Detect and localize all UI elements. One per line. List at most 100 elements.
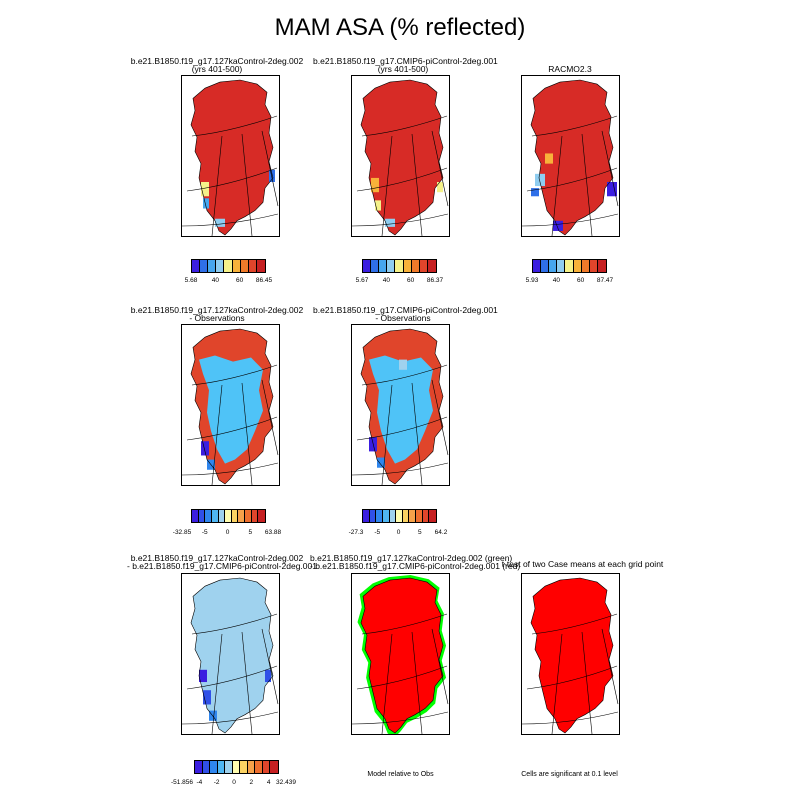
panel-1-title-line2: (yrs 401-500) bbox=[191, 64, 243, 74]
longitude-line bbox=[431, 628, 449, 705]
colorbar-box bbox=[533, 260, 542, 272]
colorbar-box bbox=[389, 510, 397, 522]
colorbar-box bbox=[202, 761, 211, 773]
grid-cell bbox=[437, 182, 443, 193]
colorbar-tick-label: 2 bbox=[249, 779, 254, 786]
colorbar-box bbox=[217, 761, 226, 773]
panel-8-title-line1: t-test of two Case means at each grid po… bbox=[501, 559, 664, 569]
longitude-line bbox=[211, 384, 223, 485]
colorbar-box bbox=[573, 260, 582, 272]
colorbar-box bbox=[422, 510, 430, 522]
latitude-line bbox=[186, 167, 278, 192]
latitude-line bbox=[352, 462, 449, 476]
panel-7-title: b.e21.B1850.f19_g17.127kaControl-2deg.00… bbox=[310, 553, 520, 571]
colorbar-box bbox=[402, 510, 410, 522]
colorbar-tick-label: 64.2 bbox=[434, 529, 448, 536]
colorbar-box bbox=[597, 260, 606, 272]
colorbar-box bbox=[258, 510, 266, 522]
colorbar-box bbox=[248, 260, 257, 272]
colorbar-tick-label: 0 bbox=[232, 779, 236, 786]
longitude-line bbox=[261, 130, 279, 207]
colorbar-tick-label: -27.3 bbox=[348, 529, 364, 536]
colorbar-box bbox=[270, 761, 278, 773]
colorbar-box bbox=[427, 260, 436, 272]
colorbar-tick-label: -4 bbox=[196, 779, 203, 786]
panel-5-title: b.e21.B1850.f19_g17.CMIP6-piControl-2deg… bbox=[313, 306, 498, 323]
colorbar-tick-label: 4 bbox=[266, 779, 271, 786]
colorbar-box bbox=[210, 761, 218, 773]
colorbar-tick-label: 5.68 bbox=[184, 277, 198, 284]
grid-cell bbox=[203, 198, 209, 209]
colorbar-box bbox=[581, 260, 590, 272]
grid-cell bbox=[375, 200, 381, 211]
latitude-line bbox=[186, 416, 278, 441]
grid-cell bbox=[201, 182, 209, 197]
longitude-line bbox=[381, 384, 393, 485]
colorbar-box bbox=[416, 510, 423, 522]
map-plot bbox=[522, 577, 619, 734]
colorbar-tick-label: 5.93 bbox=[525, 277, 539, 284]
colorbar-box bbox=[541, 260, 550, 272]
colorbar-box bbox=[419, 260, 428, 272]
colorbar-box bbox=[376, 510, 383, 522]
colorbar-6 bbox=[194, 760, 279, 774]
panel-4-title-line2: - Observations bbox=[189, 313, 245, 323]
map-plot bbox=[522, 79, 619, 236]
panel-5-map bbox=[351, 324, 450, 486]
longitude-line bbox=[601, 130, 619, 207]
colorbar-tick-label: 86.37 bbox=[426, 277, 444, 284]
colorbar-box bbox=[225, 510, 232, 522]
colorbar-box bbox=[387, 260, 396, 272]
longitude-line bbox=[261, 379, 279, 456]
panel-4-title-line1: b.e21.B1850.f19_g17.127kaControl-2deg.00… bbox=[130, 305, 304, 315]
colorbar-box bbox=[240, 761, 248, 773]
colorbar-tick-label: 0 bbox=[225, 529, 230, 536]
colorbar-tick-label: 60 bbox=[407, 277, 415, 284]
grid-cell bbox=[269, 169, 275, 182]
grid-cell bbox=[215, 218, 225, 227]
colorbar-tick-label: -5 bbox=[201, 529, 208, 536]
colorbar-box bbox=[225, 761, 233, 773]
longitude-line bbox=[241, 631, 253, 734]
longitude-line bbox=[381, 633, 393, 734]
colorbar-box bbox=[231, 510, 239, 522]
colorbar-3 bbox=[532, 259, 607, 273]
colorbar-box bbox=[403, 260, 412, 272]
colorbar-tick-label: 63.88 bbox=[264, 529, 282, 536]
latitude-line bbox=[356, 665, 448, 690]
grid-cell bbox=[399, 359, 407, 370]
colorbar-5 bbox=[362, 509, 437, 523]
colorbar-4 bbox=[191, 509, 266, 523]
colorbar-box bbox=[565, 260, 574, 272]
map-plot bbox=[182, 79, 279, 236]
colorbar-box bbox=[262, 761, 271, 773]
longitude-line bbox=[381, 135, 393, 236]
panel-1-title: b.e21.B1850.f19_g17.127kaControl-2deg.00… bbox=[127, 57, 307, 74]
panel-6-title-line2: - b.e21.B1850.f19_g17.CMIP6-piControl-2d… bbox=[127, 561, 317, 571]
colorbar-tick-label: -32.85 bbox=[172, 529, 192, 536]
colorbar-box bbox=[255, 761, 263, 773]
colorbar-box bbox=[198, 510, 206, 522]
grid-cell bbox=[535, 173, 545, 187]
latitude-line bbox=[352, 711, 449, 725]
colorbar-tick-label: -2 bbox=[213, 779, 220, 786]
colorbar-box bbox=[429, 510, 437, 522]
colorbar-box bbox=[192, 260, 201, 272]
grid-cell bbox=[209, 710, 217, 721]
panel-3-title: RACMO2.3 bbox=[480, 65, 660, 74]
colorbar-box bbox=[195, 761, 203, 773]
colorbar-tick-label: -51.856 bbox=[170, 779, 194, 786]
panel-8-map bbox=[521, 573, 620, 735]
ice-sheet-field bbox=[361, 578, 443, 734]
panel-7-title-line1: b.e21.B1850.f19_g17.127kaControl-2deg.00… bbox=[310, 553, 513, 563]
ice-sheet-field bbox=[531, 578, 613, 734]
panel-6-title-line1: b.e21.B1850.f19_g17.127kaControl-2deg.00… bbox=[130, 553, 304, 563]
longitude-line bbox=[411, 133, 423, 236]
colorbar-box bbox=[395, 260, 404, 272]
latitude-line bbox=[526, 665, 618, 690]
longitude-line bbox=[581, 133, 593, 236]
latitude-line bbox=[182, 213, 279, 227]
longitude-line bbox=[601, 628, 619, 705]
colorbar-box bbox=[251, 510, 259, 522]
grid-cell bbox=[265, 669, 271, 683]
